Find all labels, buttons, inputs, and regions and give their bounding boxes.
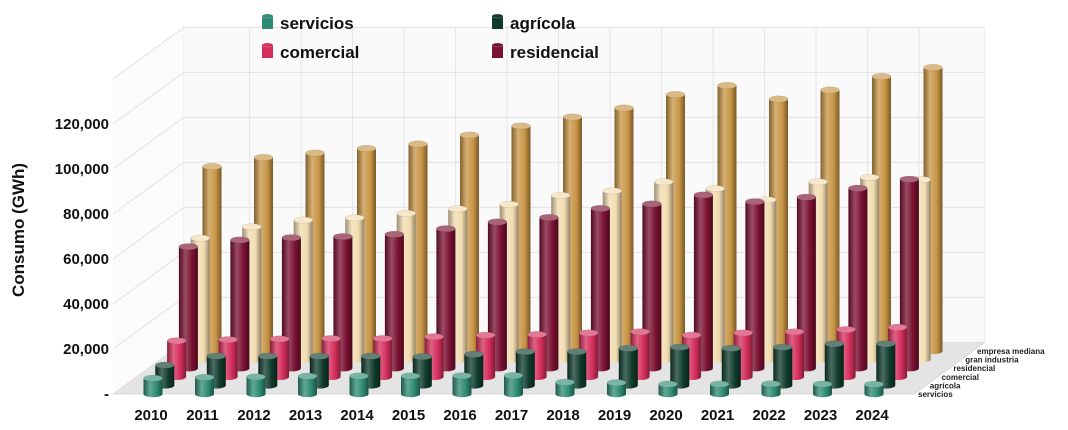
bar	[693, 191, 714, 372]
y-tick-label: 120,000	[55, 116, 109, 133]
x-tick-label: 2022	[752, 407, 785, 424]
bar	[745, 198, 765, 372]
bar	[297, 372, 318, 398]
bar	[899, 175, 920, 372]
depth-axis-label: gran industria	[965, 356, 1019, 365]
series-servicios	[143, 372, 884, 398]
y-tick-label: 40,000	[63, 296, 109, 313]
x-tick-label: 2012	[237, 407, 270, 424]
bar	[761, 380, 781, 398]
bar	[590, 205, 611, 372]
depth-axis-label: comercial	[942, 373, 979, 382]
x-tick-label: 2021	[701, 407, 734, 424]
x-tick-label: 2019	[598, 407, 631, 424]
legend-item: comercial	[261, 42, 359, 62]
bar	[642, 200, 662, 372]
x-tick-label: 2016	[443, 407, 476, 424]
x-tick-label: 2024	[855, 407, 889, 424]
bar	[876, 340, 896, 389]
x-tick-label: 2011	[186, 407, 219, 424]
x-tick-label: 2013	[289, 407, 322, 424]
bar	[812, 380, 833, 398]
bar	[246, 373, 266, 398]
bar	[400, 372, 421, 398]
x-tick-label: 2018	[546, 407, 579, 424]
bar	[796, 193, 817, 372]
bar	[824, 340, 845, 389]
y-tick-label: 100,000	[55, 161, 109, 178]
x-tick-label: 2017	[495, 407, 528, 424]
legend-swatch	[261, 42, 274, 58]
x-tick-label: 2015	[392, 407, 425, 424]
bar	[349, 372, 369, 398]
bar	[194, 373, 215, 398]
bar	[709, 380, 730, 398]
x-tick-label: 2020	[649, 407, 682, 424]
bar	[864, 380, 884, 398]
legend-label: comercial	[280, 43, 359, 62]
bar	[567, 348, 587, 389]
legend-item: servicios	[261, 13, 354, 33]
bar	[555, 378, 575, 398]
bar	[658, 380, 678, 398]
legend-item: agrícola	[491, 13, 576, 33]
legend-item: residencial	[491, 42, 599, 62]
x-tick-label: 2010	[134, 407, 167, 424]
bar	[670, 343, 690, 389]
bar	[606, 379, 627, 398]
legend-label: residencial	[510, 43, 599, 62]
legend-label: servicios	[280, 14, 354, 33]
bar	[773, 343, 793, 389]
legend-swatch	[491, 42, 504, 58]
y-axis-label: Consumo (GWh)	[9, 163, 28, 297]
bar	[452, 372, 472, 398]
depth-axis-label: servicios	[918, 390, 953, 399]
bar	[848, 184, 868, 372]
bar	[503, 372, 524, 398]
bar	[143, 374, 163, 398]
x-tick-label: 2023	[804, 407, 837, 424]
y-tick-label: 20,000	[63, 341, 109, 358]
y-tick-label: 80,000	[63, 206, 109, 223]
legend-swatch	[491, 13, 504, 29]
depth-axis-label: agrícola	[930, 381, 961, 390]
series-empresa-mediana	[202, 64, 943, 355]
legend-label: agrícola	[510, 14, 576, 33]
y-tick-label: 60,000	[63, 251, 109, 268]
bar	[618, 344, 639, 389]
depth-axis-label: empresa mediana	[977, 347, 1045, 356]
y-tick-label: -	[104, 386, 109, 403]
depth-axis-label: residencial	[953, 364, 995, 373]
legend-swatch	[261, 13, 274, 29]
x-tick-label: 2014	[340, 407, 374, 424]
bar	[721, 344, 742, 389]
